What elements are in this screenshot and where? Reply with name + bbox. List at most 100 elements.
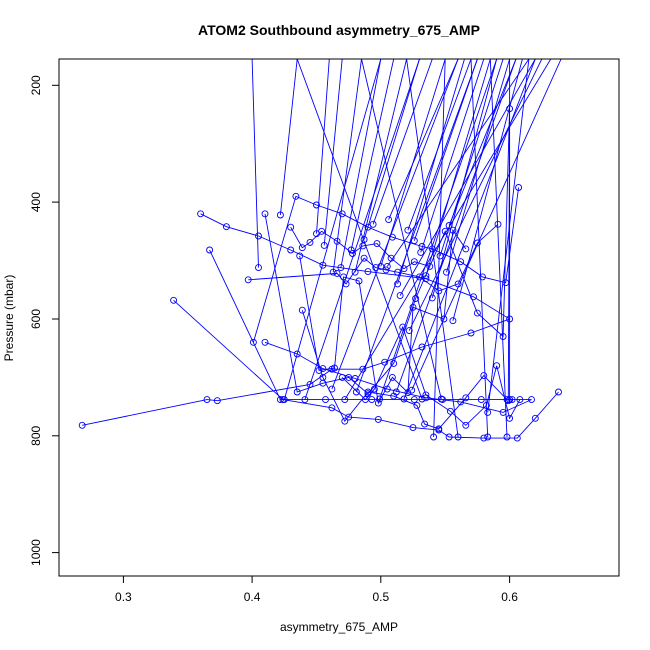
- data-point: [345, 413, 353, 421]
- data-point: [203, 396, 211, 404]
- data-point: [418, 395, 426, 403]
- profile-line: [399, 59, 536, 296]
- data-point: [399, 323, 407, 331]
- data-point: [462, 394, 470, 402]
- profile-line: [407, 59, 472, 231]
- data-point: [449, 226, 457, 234]
- data-point: [320, 241, 328, 249]
- data-point: [261, 210, 269, 218]
- data-point: [333, 269, 341, 277]
- data-point: [390, 359, 398, 367]
- data-point: [361, 396, 369, 404]
- data-point: [430, 433, 438, 441]
- profile-line: [316, 59, 330, 234]
- data-point: [197, 210, 205, 218]
- y-axis-label: Pressure (mbar): [2, 275, 16, 362]
- profile-line: [403, 59, 536, 400]
- data-point: [449, 317, 457, 325]
- data-point: [443, 268, 450, 276]
- x-axis-label: asymmetry_675_AMP: [280, 620, 398, 634]
- data-point: [408, 386, 416, 394]
- data-point: [328, 404, 336, 412]
- plot-frame: [58, 58, 620, 577]
- data-point: [473, 309, 481, 317]
- profile-line: [386, 59, 530, 267]
- data-point: [345, 373, 353, 381]
- series-line-2: [173, 299, 559, 439]
- data-point: [480, 434, 488, 442]
- data-point: [276, 396, 284, 404]
- x-axis: 0.3 0.4 0.5 0.6: [115, 576, 518, 604]
- data-point: [293, 388, 301, 396]
- profile-line: [420, 59, 485, 253]
- data-point: [360, 254, 368, 262]
- data-point: [555, 388, 562, 396]
- series-line-10: [341, 325, 521, 426]
- data-point: [396, 292, 404, 300]
- data-point: [313, 230, 320, 238]
- data-point: [422, 272, 430, 280]
- data-point: [306, 238, 314, 246]
- data-point: [410, 396, 418, 404]
- data-point: [364, 268, 372, 276]
- profile-line: [406, 59, 459, 438]
- data-point: [437, 395, 445, 403]
- data-point: [319, 379, 327, 387]
- data-point: [213, 397, 221, 405]
- data-point: [462, 245, 470, 253]
- profile-line: [413, 59, 478, 241]
- data-point: [298, 306, 306, 314]
- data-point: [381, 358, 389, 366]
- series-line-6: [290, 226, 430, 270]
- data-point: [244, 276, 252, 284]
- series-group: [78, 59, 562, 442]
- data-point: [280, 396, 288, 404]
- profile-line: [433, 59, 446, 438]
- profile-line: [395, 59, 517, 393]
- y-axis: 200 400 600 800 1000: [29, 75, 59, 566]
- plot-area: [78, 59, 562, 442]
- y-tick-label: 1000: [29, 539, 43, 566]
- data-point: [484, 408, 492, 416]
- data-point: [377, 262, 385, 270]
- profile-line: [388, 59, 459, 220]
- profile-line: [448, 59, 517, 226]
- series-line-8: [301, 310, 513, 430]
- profile-line: [251, 59, 259, 268]
- data-point: [484, 433, 492, 441]
- profile-line: [279, 59, 298, 216]
- data-point: [355, 277, 363, 285]
- data-point: [287, 223, 295, 231]
- data-point: [347, 246, 355, 254]
- y-tick-label: 800: [29, 425, 43, 445]
- data-point: [206, 246, 214, 254]
- data-point: [349, 250, 356, 257]
- data-point: [409, 303, 417, 311]
- data-point: [506, 396, 514, 404]
- data-point: [418, 343, 426, 351]
- data-point: [392, 388, 400, 396]
- series-line-1: [82, 213, 511, 426]
- series-line-9: [264, 108, 511, 401]
- data-point: [428, 294, 436, 302]
- data-point: [394, 280, 402, 288]
- data-point: [328, 385, 336, 393]
- x-tick-label: 0.6: [501, 590, 518, 604]
- data-point: [338, 373, 346, 381]
- data-point: [313, 201, 320, 209]
- x-tick-label: 0.3: [115, 590, 132, 604]
- data-point: [338, 210, 346, 218]
- profile-line: [350, 59, 395, 251]
- data-point: [369, 220, 377, 228]
- profile-line: [470, 59, 489, 438]
- data-point: [470, 293, 477, 301]
- y-tick-label: 200: [29, 75, 43, 95]
- data-point: [329, 268, 337, 276]
- data-point: [479, 273, 486, 281]
- profile-line: [489, 59, 508, 438]
- data-point: [341, 417, 349, 425]
- data-point: [477, 396, 485, 404]
- data-point: [376, 395, 384, 403]
